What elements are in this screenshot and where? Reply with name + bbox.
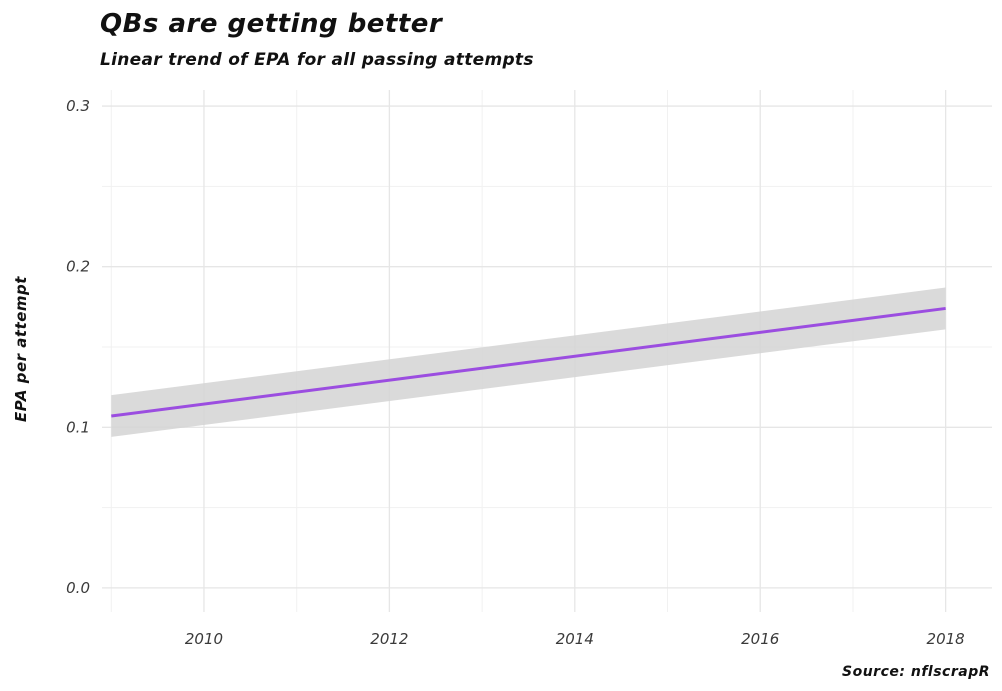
x-tick-label: 2010 xyxy=(185,630,223,648)
y-tick-label: 0.2 xyxy=(66,258,90,276)
y-tick-label: 0.3 xyxy=(66,97,90,115)
x-tick-label: 2018 xyxy=(927,630,965,648)
x-axis: 2010 2012 2014 2016 2018 xyxy=(185,630,965,648)
chart-subtitle: Linear trend of EPA for all passing atte… xyxy=(100,50,534,70)
y-axis: 0.0 0.1 0.2 0.3 xyxy=(66,97,90,597)
y-tick-label: 0.1 xyxy=(66,418,90,436)
chart-caption: Source: nflscrapR xyxy=(842,664,990,680)
x-tick-label: 2014 xyxy=(556,630,594,648)
chart-title: QBs are getting better xyxy=(100,9,444,39)
x-tick-label: 2016 xyxy=(741,630,779,648)
trend-line-path xyxy=(111,306,946,418)
x-tick-label: 2012 xyxy=(370,630,408,648)
y-tick-label: 0.0 xyxy=(66,579,90,597)
trend-line xyxy=(111,306,946,418)
y-axis-label: EPA per attempt xyxy=(12,276,30,422)
grid xyxy=(102,90,992,612)
